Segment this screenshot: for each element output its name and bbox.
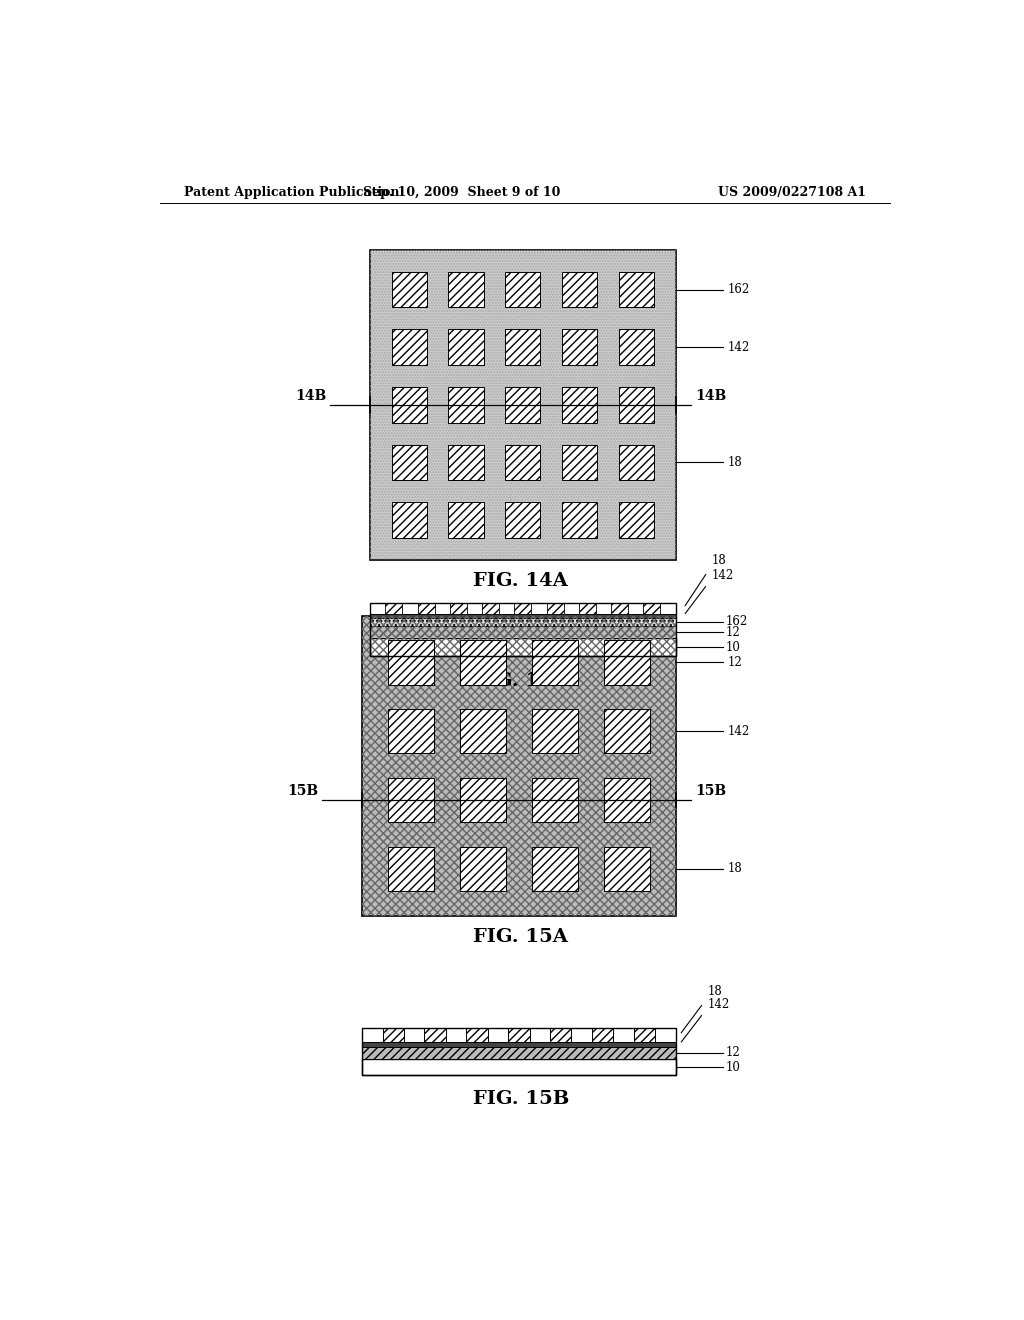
Bar — [618, 330, 654, 366]
Bar — [392, 330, 427, 366]
Bar — [388, 640, 434, 685]
Text: 142: 142 — [727, 341, 750, 354]
Bar — [618, 387, 654, 422]
Bar — [579, 602, 596, 614]
Bar — [392, 503, 427, 539]
Bar — [505, 503, 541, 539]
Text: FIG. 14A: FIG. 14A — [473, 572, 568, 590]
Bar — [392, 387, 427, 422]
Bar — [505, 330, 541, 366]
Bar — [370, 249, 676, 560]
Text: 14B: 14B — [695, 389, 727, 403]
Bar — [392, 272, 427, 308]
Bar — [550, 1028, 571, 1041]
Bar — [466, 1028, 487, 1041]
Bar — [370, 249, 676, 560]
Bar — [370, 614, 676, 618]
Text: FIG. 15B: FIG. 15B — [473, 1090, 569, 1109]
Text: 18: 18 — [727, 862, 742, 875]
Text: Patent Application Publication: Patent Application Publication — [183, 186, 399, 199]
Bar — [547, 602, 563, 614]
Bar — [362, 615, 676, 916]
Bar — [370, 626, 676, 638]
Bar — [370, 618, 676, 626]
Bar — [603, 846, 650, 891]
Bar — [362, 1059, 676, 1076]
Text: 18: 18 — [712, 554, 726, 568]
Bar — [505, 445, 541, 480]
Text: 10: 10 — [726, 640, 740, 653]
Bar — [460, 846, 506, 891]
Bar — [611, 602, 628, 614]
Text: 18: 18 — [727, 455, 742, 469]
Bar — [388, 846, 434, 891]
Bar — [603, 709, 650, 754]
Bar — [449, 330, 483, 366]
Text: 12: 12 — [727, 656, 742, 669]
Bar — [460, 777, 506, 822]
Text: 15B: 15B — [288, 784, 318, 799]
Bar — [562, 272, 597, 308]
Bar — [592, 1028, 613, 1041]
Text: Sep. 10, 2009  Sheet 9 of 10: Sep. 10, 2009 Sheet 9 of 10 — [362, 186, 560, 199]
Bar — [562, 330, 597, 366]
Bar — [603, 777, 650, 822]
Bar — [449, 503, 483, 539]
Bar — [531, 709, 578, 754]
Bar — [362, 1047, 676, 1059]
Bar — [562, 503, 597, 539]
Bar — [392, 445, 427, 480]
Text: US 2009/0227108 A1: US 2009/0227108 A1 — [718, 186, 866, 199]
Bar — [449, 272, 483, 308]
Bar — [460, 640, 506, 685]
Bar — [449, 445, 483, 480]
Text: 162: 162 — [726, 615, 748, 628]
Text: 15B: 15B — [695, 784, 727, 799]
Bar — [531, 777, 578, 822]
Bar — [643, 602, 660, 614]
Text: FIG. 15A: FIG. 15A — [473, 928, 568, 946]
Bar — [603, 640, 650, 685]
Text: 142: 142 — [727, 725, 750, 738]
Text: 142: 142 — [708, 998, 729, 1011]
Text: 162: 162 — [727, 284, 750, 296]
Bar — [370, 602, 676, 656]
Text: 12: 12 — [726, 626, 740, 639]
Bar — [362, 615, 676, 916]
Bar — [514, 602, 531, 614]
Text: 14B: 14B — [295, 389, 327, 403]
Bar — [562, 445, 597, 480]
Text: 142: 142 — [712, 569, 733, 582]
Text: 10: 10 — [726, 1060, 740, 1073]
Text: FIG. 14B: FIG. 14B — [473, 672, 569, 689]
Bar — [618, 503, 654, 539]
Bar — [418, 602, 434, 614]
Bar — [508, 1028, 529, 1041]
Bar — [450, 602, 467, 614]
Bar — [388, 777, 434, 822]
Bar — [562, 387, 597, 422]
Bar — [383, 1028, 403, 1041]
Bar — [460, 709, 506, 754]
Bar — [388, 709, 434, 754]
Bar — [505, 387, 541, 422]
Bar — [425, 1028, 445, 1041]
Bar — [618, 445, 654, 480]
Bar — [362, 1028, 676, 1076]
Bar — [370, 638, 676, 656]
Text: 18: 18 — [708, 985, 722, 998]
Text: 12: 12 — [726, 1047, 740, 1060]
Bar — [531, 846, 578, 891]
Bar — [618, 272, 654, 308]
Bar — [449, 387, 483, 422]
Bar — [482, 602, 499, 614]
Bar — [385, 602, 402, 614]
Bar — [362, 1041, 676, 1047]
Bar — [531, 640, 578, 685]
Bar — [505, 272, 541, 308]
Bar — [634, 1028, 655, 1041]
